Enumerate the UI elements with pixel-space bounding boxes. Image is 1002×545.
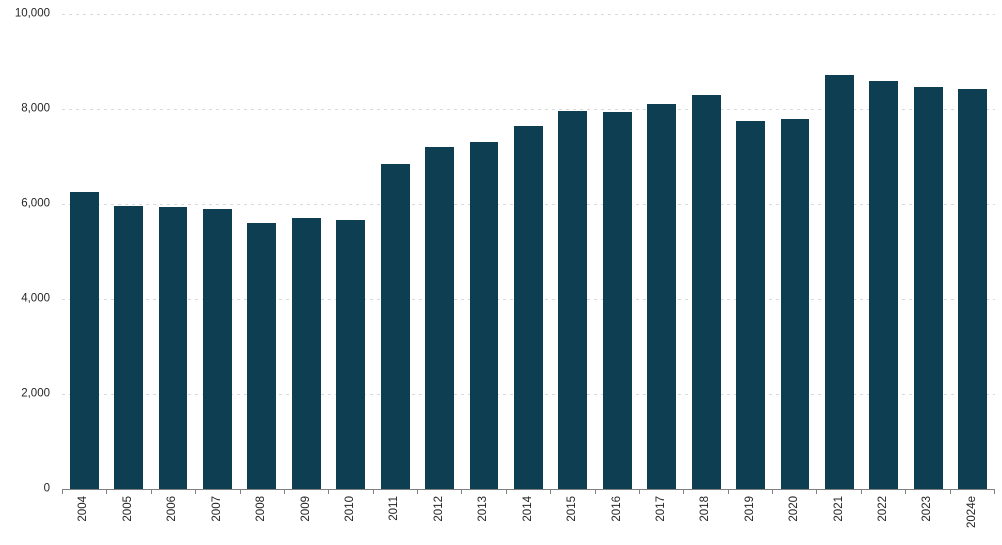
- bar-cell: [462, 14, 506, 489]
- bar-cell: [506, 14, 550, 489]
- x-tick-label: 2005: [121, 496, 134, 522]
- bar-2010: [336, 220, 366, 489]
- bar-cell: [684, 14, 728, 489]
- x-tick-label: 2008: [255, 496, 268, 522]
- bar-2011: [380, 163, 410, 489]
- x-tick-label: 2017: [654, 496, 667, 522]
- bar-2004: [69, 192, 99, 489]
- x-tick-label: 2015: [566, 496, 579, 522]
- bar-cell: [950, 14, 994, 489]
- bar-2024e: [958, 89, 988, 489]
- x-tick-label: 2011: [388, 496, 401, 521]
- x-axis-line: [62, 489, 995, 490]
- bar-2009: [291, 218, 321, 489]
- x-tick-mark: [196, 489, 241, 494]
- bar-2018: [691, 95, 721, 489]
- x-tick-label: 2019: [743, 496, 756, 522]
- bar-2006: [158, 207, 188, 489]
- x-tick-label: 2007: [210, 496, 223, 522]
- x-tick-label: 2016: [610, 496, 623, 522]
- bar-cell: [595, 14, 639, 489]
- x-tick-mark: [418, 489, 463, 494]
- bar-2022: [869, 80, 899, 489]
- bar-cell: [639, 14, 683, 489]
- y-axis: 0 2,000 4,000 6,000 8,000 10,000: [0, 8, 50, 494]
- bar-cell: [106, 14, 150, 489]
- x-tick-label: 2021: [832, 496, 845, 522]
- x-tick-label: 2024e: [965, 496, 978, 528]
- x-tick-mark: [107, 489, 152, 494]
- bar-cell: [151, 14, 195, 489]
- x-tick-mark: [241, 489, 285, 494]
- bar-cell: [906, 14, 950, 489]
- y-tick-label: 0: [43, 482, 50, 495]
- bar-2008: [247, 223, 277, 489]
- bar-cell: [862, 14, 906, 489]
- y-tick-label: 2,000: [21, 387, 50, 400]
- bar-cell: [773, 14, 817, 489]
- x-tick-mark: [773, 489, 818, 494]
- x-tick-label: 2020: [788, 496, 801, 522]
- bar-2020: [780, 118, 810, 489]
- x-tick-mark: [729, 489, 773, 494]
- x-tick-mark: [285, 489, 330, 494]
- bar-cell: [240, 14, 284, 489]
- x-tick-mark: [462, 489, 507, 494]
- x-tick-mark: [63, 489, 108, 494]
- x-tick-mark: [507, 489, 552, 494]
- bar-cell: [373, 14, 417, 489]
- x-tick-label: 2023: [921, 496, 934, 522]
- x-axis-ticks: [62, 489, 995, 494]
- bar-2016: [602, 111, 632, 489]
- x-tick-mark: [906, 489, 951, 494]
- bar-2012: [425, 147, 455, 489]
- bar-2013: [469, 142, 499, 489]
- bar-series: [62, 14, 995, 489]
- x-tick-label: 2004: [77, 496, 90, 522]
- bar-cell: [284, 14, 328, 489]
- x-tick-mark: [374, 489, 418, 494]
- x-tick-label: 2014: [521, 496, 534, 522]
- x-tick-mark: [551, 489, 596, 494]
- bar-2014: [514, 125, 543, 489]
- gridline: [62, 109, 995, 110]
- y-tick-label: 4,000: [21, 292, 50, 305]
- x-tick-label: 2010: [343, 496, 356, 522]
- x-tick-mark: [684, 489, 729, 494]
- bar-2005: [114, 206, 144, 489]
- bar-2015: [558, 111, 588, 489]
- x-tick-label: 2009: [299, 496, 312, 522]
- x-tick-mark: [951, 489, 995, 494]
- x-tick-label: 2013: [477, 496, 490, 522]
- x-tick-mark: [640, 489, 685, 494]
- bar-2007: [203, 208, 232, 489]
- x-tick-mark: [329, 489, 374, 494]
- bar-2019: [736, 120, 765, 489]
- bar-cell: [817, 14, 861, 489]
- bar-cell: [195, 14, 239, 489]
- bar-cell: [329, 14, 373, 489]
- y-tick-label: 6,000: [21, 197, 50, 210]
- x-tick-mark: [596, 489, 640, 494]
- gridline: [62, 14, 995, 15]
- x-tick-label: 2006: [166, 496, 179, 522]
- x-tick-label: 2022: [877, 496, 890, 522]
- x-tick-mark: [862, 489, 907, 494]
- bar-cell: [728, 14, 772, 489]
- plot-area: [62, 14, 995, 490]
- x-tick-mark: [817, 489, 862, 494]
- bar-2021: [824, 74, 854, 489]
- y-tick-label: 10,000: [14, 7, 50, 20]
- y-tick-label: 8,000: [21, 102, 50, 115]
- bar-cell: [417, 14, 461, 489]
- x-tick-mark: [152, 489, 197, 494]
- x-tick-label: 2012: [432, 496, 445, 522]
- bar-cell: [62, 14, 106, 489]
- x-tick-label: 2018: [699, 496, 712, 522]
- x-axis-labels: 2004 2005 2006 2007 2008 2009 2010 2011 2012 2013…: [62, 496, 995, 528]
- bar-cell: [551, 14, 595, 489]
- bar-2023: [913, 86, 943, 489]
- bar-2017: [647, 103, 677, 489]
